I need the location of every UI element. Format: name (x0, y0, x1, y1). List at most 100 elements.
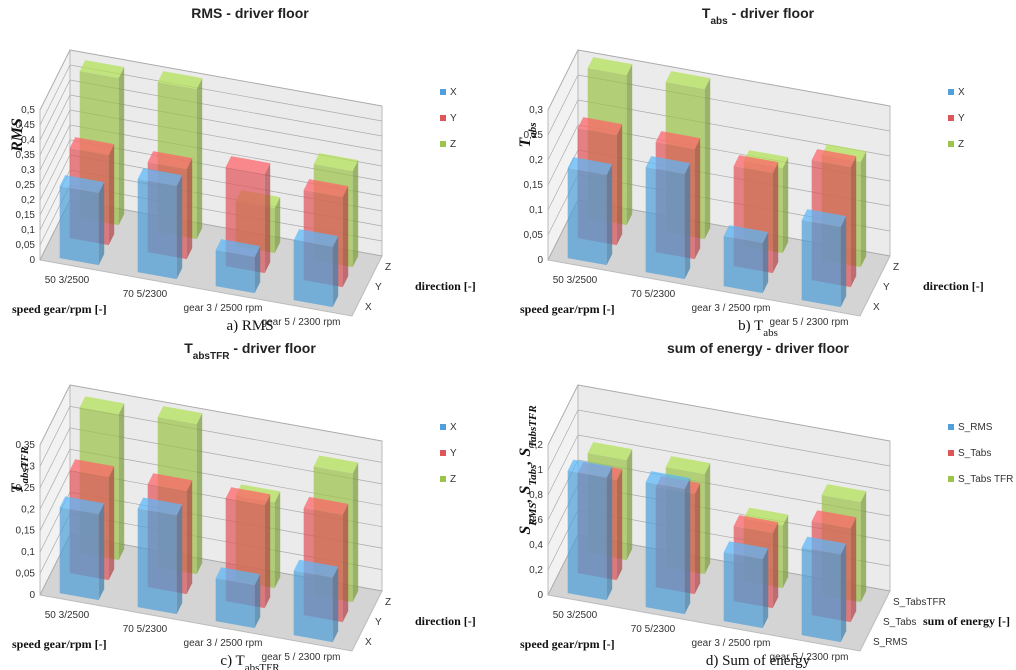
bar-top (655, 131, 701, 150)
legend-swatch (440, 424, 446, 430)
legend-label: S_RMS (958, 422, 993, 433)
bar-top (79, 396, 125, 415)
bar-side (342, 503, 349, 623)
chart-panel: 0 0,05 0,1 0,15 0,2 0,25 0,3 0,35 50 3/2500 70 5/… (9, 340, 476, 670)
bar-top (157, 406, 203, 425)
x-tick-label: 50 3/2500 (45, 275, 90, 286)
bar-side (332, 566, 339, 643)
bar (723, 541, 769, 629)
legend-swatch (440, 476, 446, 482)
bar-side (616, 124, 623, 246)
bar-top (665, 71, 711, 90)
chart-title-part: - driver floor (728, 5, 815, 21)
y-axis-title: TabsTFR (9, 447, 31, 493)
bar-top (137, 497, 183, 516)
bar-side (186, 480, 193, 595)
bar-side (762, 548, 769, 629)
bar-top (811, 510, 857, 529)
bar-side (840, 543, 847, 643)
y-tick-label: 0,05 (16, 240, 36, 251)
bar (293, 229, 339, 308)
y-tick-label: 0,1 (21, 547, 35, 558)
bar-side (108, 144, 115, 246)
caption-part: c) T (220, 653, 244, 669)
bar-side (616, 469, 623, 581)
y-tick-label: 0,05 (16, 569, 36, 580)
x-tick-label: gear 3 / 2500 rpm (692, 303, 771, 314)
bar (567, 459, 613, 601)
bar-top (821, 484, 867, 503)
bar-top (147, 151, 193, 170)
y-axis-title: Tabs (517, 122, 539, 147)
y-tick-label: 0,2 (529, 565, 543, 576)
chart-title: RMS - driver floor (191, 5, 309, 21)
bar-top (733, 515, 779, 534)
bar-front (567, 470, 607, 601)
bar-top (79, 60, 125, 79)
x-tick-label: gear 5 / 2300 rpm (770, 652, 849, 663)
x-tick-label: 70 5/2300 (123, 624, 168, 635)
legend-swatch (948, 89, 954, 95)
bar (801, 209, 847, 308)
bar-top (303, 179, 349, 198)
x-tick-label: 50 3/2500 (553, 610, 598, 621)
y-tick-label: 0,2 (21, 195, 35, 206)
bar-side (840, 216, 847, 308)
bar-side (176, 175, 183, 280)
bar-top (567, 157, 613, 176)
y-tick-label: 0 (29, 255, 35, 266)
bar-top (587, 57, 633, 76)
chart-title-part: - driver floor (229, 340, 316, 356)
bar-side (98, 182, 105, 266)
grid-line (39, 124, 383, 186)
y-tick-label: 0,3 (21, 461, 35, 472)
bar-side (118, 403, 125, 561)
bar-front (567, 168, 607, 266)
bar-top (801, 209, 847, 228)
y-tick-label: 0,35 (16, 150, 36, 161)
bar (137, 497, 183, 615)
bar-side (684, 163, 691, 280)
y-tick-label: 0,1 (21, 225, 35, 236)
y-tick-label: 0,05 (524, 230, 544, 241)
bar-top (723, 541, 769, 560)
chart-title-part: T (184, 340, 193, 356)
bar-top (665, 456, 711, 475)
legend-label: Y (450, 113, 457, 124)
bar-front (137, 179, 177, 280)
z-tick-label: Y (375, 617, 382, 628)
z-axis-title: direction [-] (415, 614, 476, 628)
bar-side (762, 232, 769, 294)
z-axis-title: direction [-] (415, 279, 476, 293)
y-tick-label: 0 (29, 590, 35, 601)
bar-front (293, 570, 333, 643)
grid-line (39, 427, 383, 489)
bar-front (59, 507, 99, 601)
x-tick-label: gear 3 / 2500 rpm (184, 638, 263, 649)
bar-side (850, 156, 857, 288)
bar-top (69, 137, 115, 156)
caption: a) RMS (226, 318, 273, 334)
y-tick-label: 0,2 (21, 504, 35, 515)
z-tick-label: S_RMS (873, 637, 908, 648)
grid-line (547, 409, 891, 471)
caption-part: a) RMS (226, 318, 273, 334)
y-axis-title-part: T (9, 482, 26, 493)
bar-side (196, 78, 203, 240)
bar-side (860, 151, 867, 268)
legend-label: Z (450, 474, 456, 485)
bar-top (733, 155, 779, 174)
bar-top (59, 175, 105, 194)
bar-front (723, 552, 763, 629)
y-axis-title-part: TabsTFR (527, 405, 539, 447)
bar (137, 168, 183, 280)
caption-part: abs (763, 327, 778, 339)
bar-top (225, 156, 271, 175)
legend-swatch (440, 115, 446, 121)
x-tick-label: gear 5 / 2300 rpm (770, 317, 849, 328)
bar-top (137, 168, 183, 187)
y-axis-title-part: , S (517, 486, 534, 504)
legend-swatch (440, 89, 446, 95)
bar-side (782, 514, 789, 589)
bar-side (782, 157, 789, 254)
